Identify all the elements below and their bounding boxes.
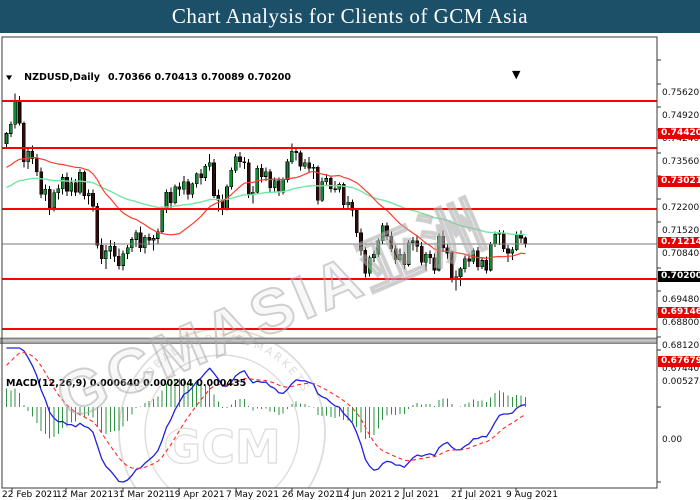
date-axis-label: 19 Apr 2021 xyxy=(169,490,225,500)
date-axis-label: 7 May 2021 xyxy=(226,490,279,500)
macd-axis-label: 0.00 xyxy=(662,434,683,445)
level-price-label: 0.71214 xyxy=(658,236,700,248)
macd-indicator-header: MACD(12,26,9) 0.000640 0.000204 0.000435 xyxy=(6,378,247,389)
date-axis-label: 14 Jun 2021 xyxy=(338,490,393,500)
macd-histogram xyxy=(6,378,526,440)
chevron-down-icon[interactable]: ▼ xyxy=(6,73,13,82)
title-bar: Chart Analysis for Clients of GCM Asia xyxy=(0,0,700,33)
price-axis-label: 0.68120 xyxy=(662,341,700,352)
price-axis-label: 0.73560 xyxy=(662,157,700,168)
date-axis-label: 31 Mar 2021 xyxy=(113,490,171,500)
price-axis-label: 0.71520 xyxy=(662,226,700,237)
date-axis-label: 26 May 2021 xyxy=(282,490,341,500)
macd-axis-label: 0.005278 xyxy=(662,377,700,387)
date-axis-label: 2 Jul 2021 xyxy=(394,490,440,500)
price-axis-label: 0.67440 xyxy=(662,364,700,375)
price-axis-label: 0.68800 xyxy=(662,318,700,329)
current-price-label: 0.70200 xyxy=(658,271,700,283)
level-price-label: 0.73021 xyxy=(658,175,700,187)
ohlc-readout: 0.70366 0.70413 0.70089 0.70200 xyxy=(107,72,291,83)
price-axis-label: 0.72200 xyxy=(662,203,700,214)
arrow-down-marker: ▼ xyxy=(512,68,521,81)
date-axis-label: 12 Mar 2021 xyxy=(56,490,114,500)
level-price-label: 0.74420 xyxy=(658,128,700,140)
date-axis-label: 9 Aug 2021 xyxy=(506,490,558,500)
price-axis-label: 0.75620 xyxy=(662,87,700,98)
window-divider[interactable] xyxy=(0,337,658,344)
svg-text:GCM: GCM xyxy=(163,420,280,474)
price-axis-label: 0.70840 xyxy=(662,249,700,260)
candlestick-series xyxy=(4,93,528,291)
date-axis-label: 21 Jul 2021 xyxy=(451,490,502,500)
chart-symbol-header: ▼ NZDUSD,Daily 0.70366 0.70413 0.70089 0.7… xyxy=(6,72,291,83)
symbol-timeframe-label: NZDUSD,Daily xyxy=(24,72,100,83)
level-price-label: 0.69146 xyxy=(658,306,700,318)
price-axis-label: 0.74920 xyxy=(662,111,700,122)
price-axis-label: 0.69480 xyxy=(662,295,700,306)
price-axis-label: 0.74240 xyxy=(662,134,700,145)
date-axis-label: 22 Feb 2021 xyxy=(2,490,59,500)
level-price-label: 0.67679 xyxy=(658,356,700,368)
support-resistance-lines xyxy=(2,100,657,330)
